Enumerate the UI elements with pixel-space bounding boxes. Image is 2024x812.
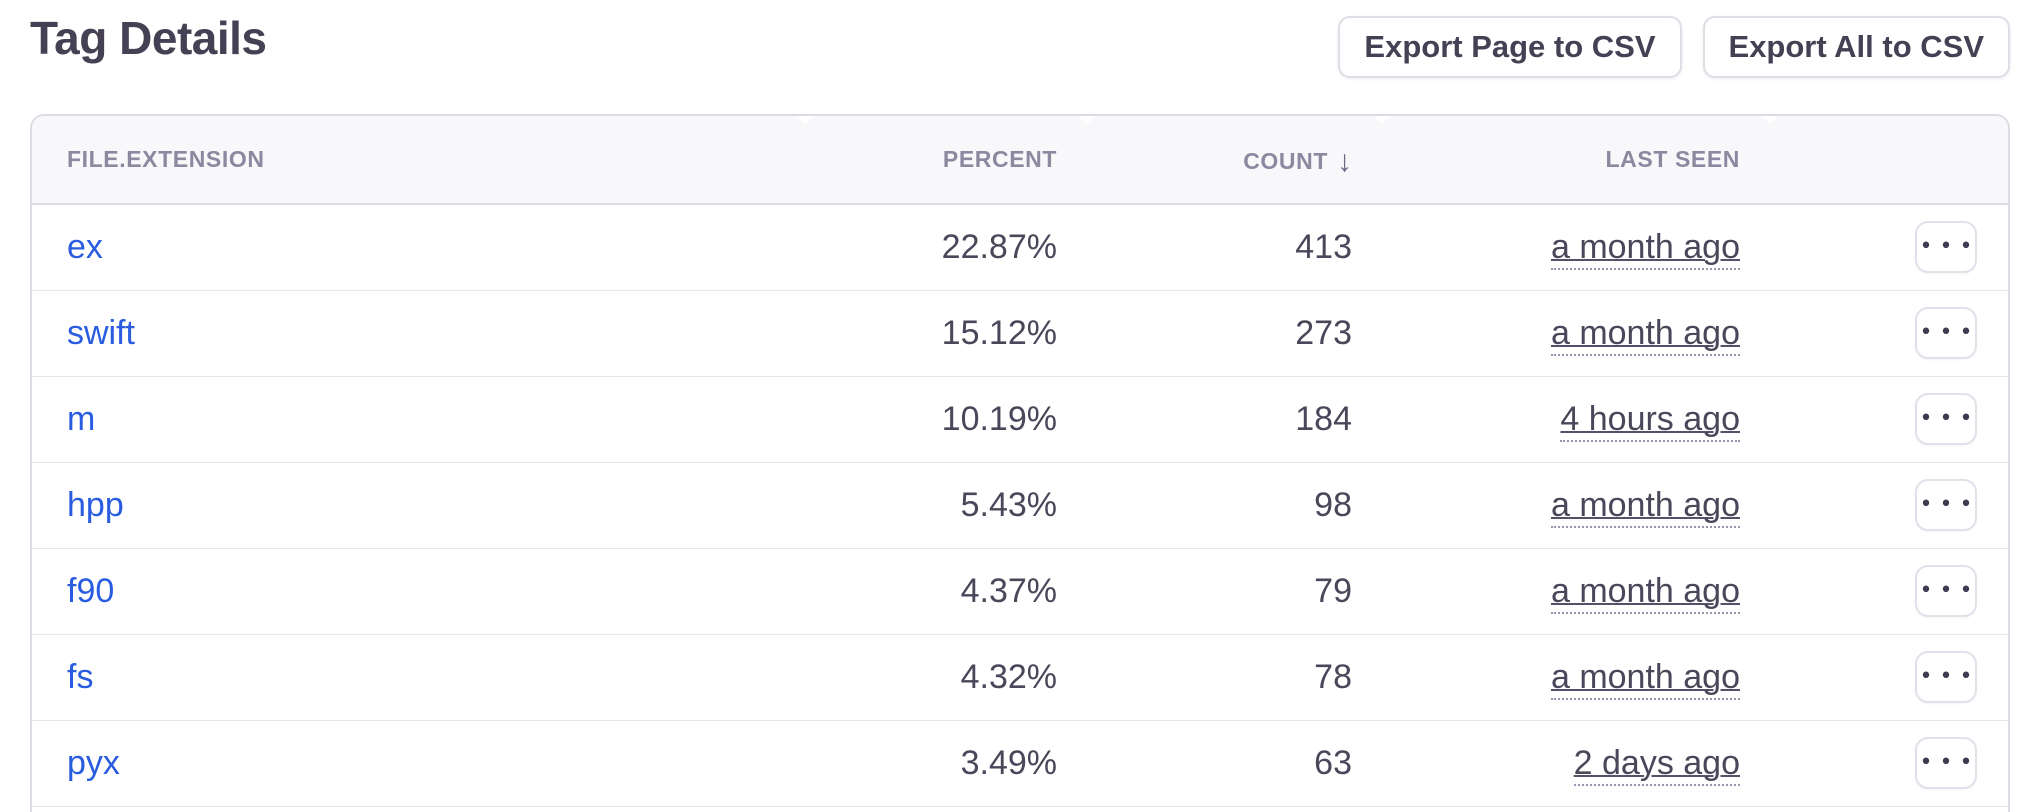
column-header-label: COUNT	[1243, 147, 1328, 174]
last-seen-value[interactable]: 4 hours ago	[1560, 399, 1740, 442]
count-value: 63	[1314, 743, 1352, 782]
percent-value: 15.12%	[941, 313, 1057, 352]
last-seen-value[interactable]: a month ago	[1550, 485, 1740, 528]
ellipsis-icon: •••	[1919, 406, 1980, 431]
extension-link[interactable]: f90	[67, 571, 115, 610]
ellipsis-icon: •••	[1919, 492, 1980, 517]
row-actions-button[interactable]: •••	[1915, 651, 1977, 703]
row-actions-button[interactable]: •••	[1915, 307, 1977, 359]
last-seen-value[interactable]: a month ago	[1550, 657, 1740, 700]
column-header-actions	[1768, 116, 2008, 205]
last-seen-value[interactable]: a month ago	[1550, 571, 1740, 614]
table-row: swift 15.12% 273 a month ago •••	[32, 290, 2008, 376]
extension-link[interactable]: hpp	[67, 485, 124, 524]
count-value: 78	[1314, 657, 1352, 696]
extension-link[interactable]: ex	[67, 227, 103, 266]
table-row: ex 22.87% 413 a month ago •••	[32, 204, 2008, 290]
tag-details-table: FILE.EXTENSION PERCENT COUNT ↓ LAST SEEN …	[30, 114, 2010, 812]
column-boundary-notch	[1078, 116, 1096, 124]
table-row: hpp 5.43% 98 a month ago •••	[32, 462, 2008, 548]
count-value: 79	[1314, 571, 1352, 610]
row-actions-button[interactable]: •••	[1915, 221, 1980, 274]
extension-link[interactable]: fs	[67, 657, 94, 696]
column-header-last-seen[interactable]: LAST SEEN	[1380, 116, 1768, 205]
row-actions-button[interactable]: •••	[1915, 479, 1977, 531]
last-seen-value[interactable]: 2 days ago	[1573, 743, 1740, 786]
table-header-row: FILE.EXTENSION PERCENT COUNT ↓ LAST SEEN	[32, 116, 2008, 205]
page-title: Tag Details	[30, 12, 267, 64]
count-value: 184	[1295, 399, 1352, 438]
row-actions-button[interactable]: •••	[1915, 565, 1977, 617]
page-header: Tag Details Export Page to CSV Export Al…	[0, 0, 2024, 80]
last-seen-value[interactable]: a month ago	[1550, 227, 1740, 270]
export-all-csv-button[interactable]: Export All to CSV	[1702, 16, 2010, 78]
count-value: 273	[1295, 313, 1352, 352]
column-header-label: LAST SEEN	[1605, 146, 1740, 172]
count-value: 98	[1314, 485, 1352, 524]
export-button-group: Export Page to CSV Export All to CSV	[1338, 16, 2010, 78]
percent-value: 5.43%	[960, 485, 1057, 524]
column-boundary-notch	[1761, 116, 1779, 124]
column-header-label: PERCENT	[942, 146, 1057, 172]
ellipsis-icon: •••	[1919, 750, 1980, 775]
percent-value: 4.37%	[960, 571, 1057, 610]
export-page-csv-button[interactable]: Export Page to CSV	[1338, 16, 1682, 78]
percent-value: 10.19%	[941, 399, 1057, 438]
table-row: fs 4.32% 78 a month ago •••	[32, 634, 2008, 720]
last-seen-value[interactable]: a month ago	[1550, 313, 1740, 356]
column-boundary-notch	[796, 116, 814, 124]
ellipsis-icon: •••	[1919, 320, 1980, 345]
percent-value: 3.49%	[960, 743, 1057, 782]
extension-link[interactable]: pyx	[67, 743, 120, 782]
row-actions-button[interactable]: •••	[1915, 737, 1977, 789]
extension-link[interactable]: swift	[67, 313, 135, 352]
ellipsis-icon: •••	[1919, 664, 1980, 689]
column-boundary-notch	[1373, 116, 1391, 124]
table-row: f90 4.37% 79 a month ago •••	[32, 548, 2008, 634]
sort-descending-icon: ↓	[1337, 144, 1352, 178]
column-header-count[interactable]: COUNT ↓	[1085, 116, 1380, 205]
column-header-label: FILE.EXTENSION	[67, 146, 265, 172]
table-row: pyx 3.49% 63 2 days ago •••	[32, 720, 2008, 806]
row-actions-button[interactable]: •••	[1915, 393, 1977, 445]
column-header-percent[interactable]: PERCENT	[803, 116, 1085, 205]
column-header-file-extension[interactable]: FILE.EXTENSION	[32, 116, 803, 205]
count-value: 413	[1295, 227, 1352, 266]
percent-value: 22.87%	[941, 227, 1057, 266]
ellipsis-icon: •••	[1919, 234, 1980, 260]
ellipsis-icon: •••	[1919, 578, 1980, 603]
table-row: m 10.19% 184 4 hours ago •••	[32, 376, 2008, 462]
extension-link[interactable]: m	[67, 399, 96, 438]
percent-value: 4.32%	[960, 657, 1057, 696]
